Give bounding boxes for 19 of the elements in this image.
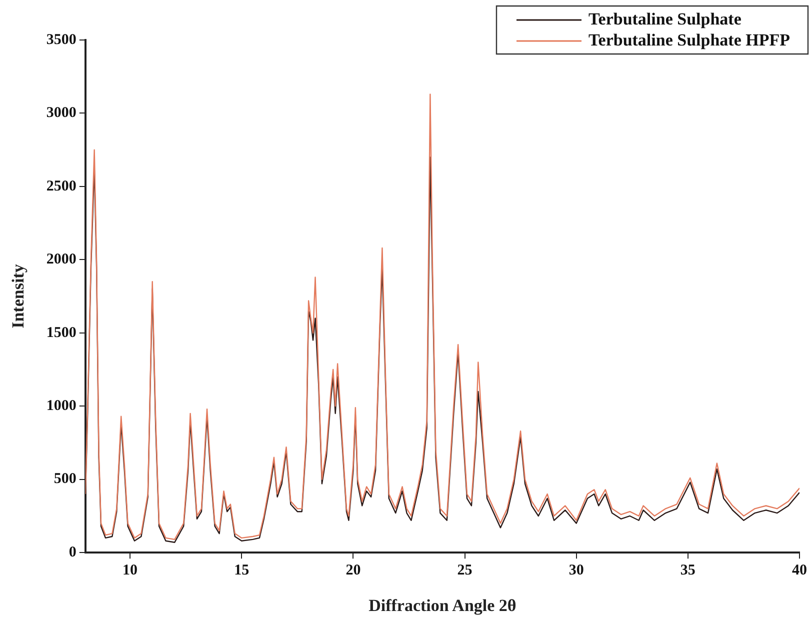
legend-label: Terbutaline Sulphate HPFP <box>588 30 790 50</box>
x-tick-label: 20 <box>346 562 361 578</box>
y-tick-label: 2500 <box>46 178 76 194</box>
y-tick-label: 3000 <box>46 105 76 122</box>
x-tick-label: 40 <box>792 562 807 578</box>
x-tick-label: 10 <box>122 562 138 578</box>
x-tick-label: 30 <box>568 562 584 578</box>
y-tick-label: 1000 <box>46 398 76 414</box>
y-tick-label: 0 <box>68 544 76 560</box>
y-tick-label: 3500 <box>46 32 76 48</box>
y-tick-label: 1500 <box>46 324 76 341</box>
x-tick-label: 25 <box>457 562 472 578</box>
x-axis-title: Diffraction Angle 2θ <box>368 596 516 616</box>
x-tick-label: 15 <box>234 562 250 578</box>
y-tick-label: 2000 <box>46 252 76 268</box>
y-axis-title: Intensity <box>8 264 28 328</box>
x-tick-label: 35 <box>680 562 696 578</box>
legend-label: Terbutaline Sulphate <box>588 9 742 28</box>
y-tick-label: 500 <box>54 471 76 488</box>
